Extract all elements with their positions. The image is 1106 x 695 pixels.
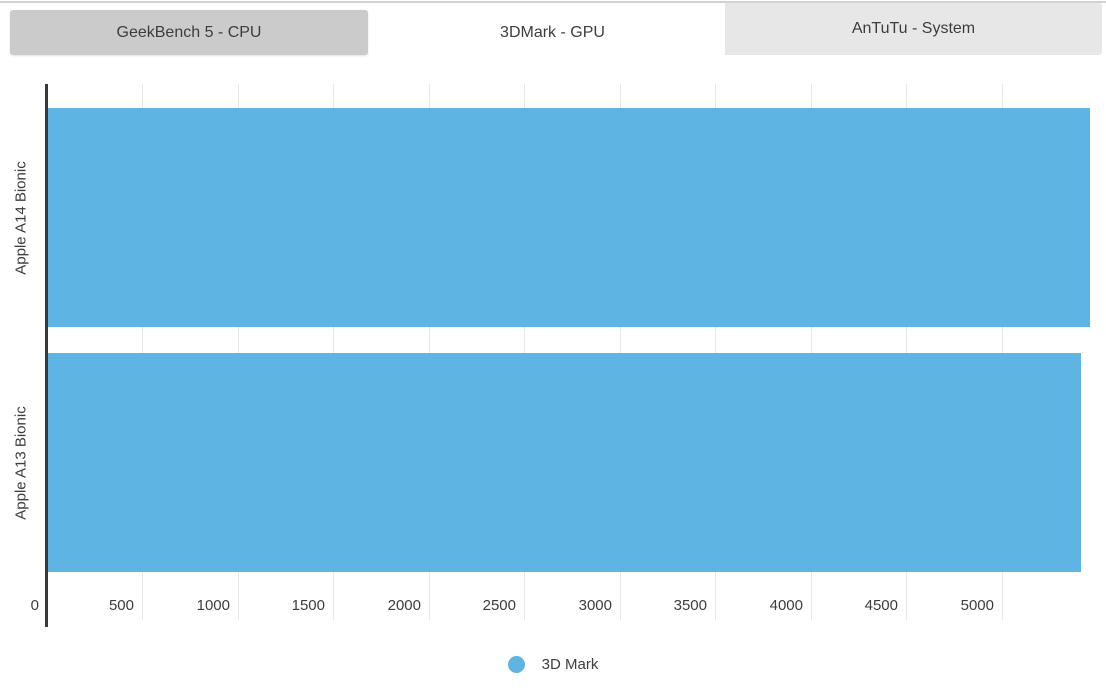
tick-label-2000: 2000 <box>387 597 421 614</box>
chart-legend: 3D Mark <box>0 656 1106 673</box>
tab-label: AnTuTu - System <box>851 20 976 37</box>
tick-label-4000: 4000 <box>769 597 803 614</box>
gridline-3000 <box>620 84 621 620</box>
tab-antutu-system[interactable]: AnTuTu - System <box>725 3 1102 55</box>
tick-label-3000: 3000 <box>578 597 612 614</box>
gridline-500 <box>142 84 143 620</box>
tab-geekbench-5-cpu[interactable]: GeekBench 5 - CPU <box>10 10 368 55</box>
gridline-2000 <box>429 84 430 620</box>
tab-3dmark-gpu[interactable]: 3DMark - GPU <box>380 3 725 62</box>
tick-label-3500: 3500 <box>673 597 707 614</box>
gridline-1000 <box>238 84 239 620</box>
bar-apple-a13-bionic[interactable] <box>48 353 1081 572</box>
legend-marker-circle <box>507 656 525 673</box>
gridline-3500 <box>715 84 716 620</box>
tab-label: 3DMark - GPU <box>500 23 605 41</box>
tick-label-500: 500 <box>108 597 134 614</box>
y-axis-line <box>45 84 48 627</box>
tick-label-5000: 5000 <box>960 597 994 614</box>
tick-label-4500: 4500 <box>864 597 898 614</box>
gridline-1500 <box>333 84 334 620</box>
gridline-2500 <box>524 84 525 620</box>
gridline-4500 <box>906 84 907 620</box>
category-label-apple-a14-bionic: Apple A14 Bionic <box>12 160 30 275</box>
tab-label: GeekBench 5 - CPU <box>116 23 262 41</box>
legend-item-3d-mark[interactable]: 3D Mark <box>507 656 599 673</box>
tabbar-top-border <box>0 1 1106 3</box>
gridline-4000 <box>811 84 812 620</box>
category-label-apple-a13-bionic: Apple A13 Bionic <box>12 405 30 520</box>
legend-label: 3D Mark <box>541 656 599 673</box>
bar-apple-a14-bionic[interactable] <box>48 108 1090 327</box>
gridline-5000 <box>1002 84 1003 620</box>
tick-label-0: 0 <box>30 597 39 614</box>
tick-label-1500: 1500 <box>291 597 325 614</box>
tick-label-1000: 1000 <box>196 597 230 614</box>
tick-label-2500: 2500 <box>482 597 516 614</box>
